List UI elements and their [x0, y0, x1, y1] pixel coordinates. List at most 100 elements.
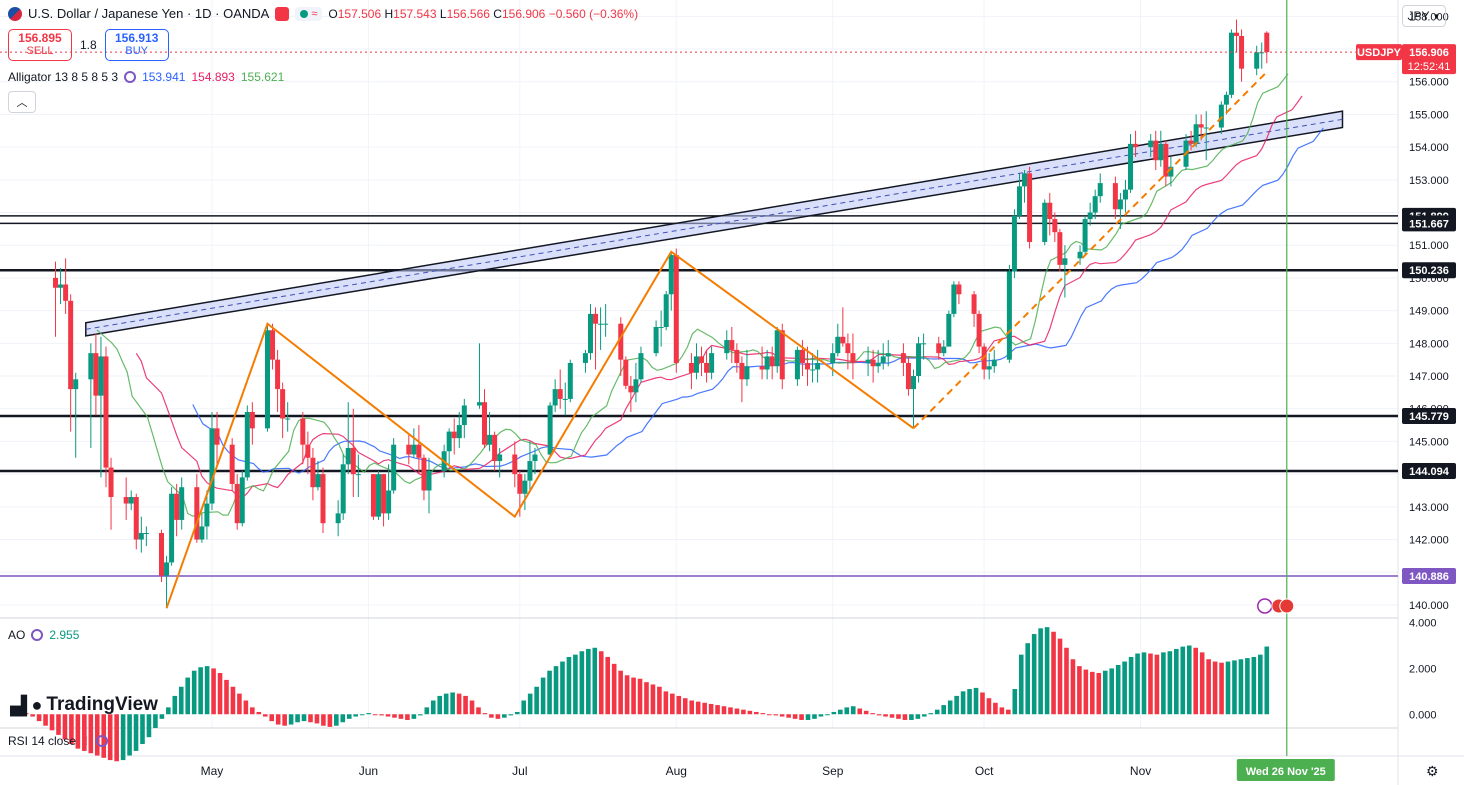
- ao-bar: [1199, 652, 1205, 715]
- ao-bar: [644, 682, 649, 715]
- candle-body: [875, 362, 881, 367]
- ao-bar: [825, 714, 830, 716]
- tradingview-logo[interactable]: ▄▌● TradingView: [10, 694, 158, 715]
- price-tick-label: 147.000: [1409, 371, 1449, 383]
- ao-tick-label: 0.000: [1409, 709, 1437, 721]
- ao-settings-icon[interactable]: [31, 629, 44, 641]
- candle-body: [658, 326, 664, 328]
- indicator-settings-icon[interactable]: [124, 71, 137, 83]
- candle-body: [335, 513, 341, 524]
- candle-body: [164, 562, 170, 576]
- candle-body: [759, 366, 765, 370]
- candle-body: [1006, 271, 1012, 360]
- candle-body: [174, 493, 180, 520]
- candle-body: [744, 366, 750, 380]
- candle-body: [1203, 127, 1209, 129]
- ao-bar: [1044, 627, 1050, 715]
- symbol-title[interactable]: U.S. Dollar / Japanese Yen · 1D · OANDA: [28, 6, 270, 21]
- candle-body: [921, 343, 927, 345]
- ao-bar: [456, 693, 462, 715]
- ao-bar: [166, 707, 171, 715]
- price-tick-label: 142.000: [1409, 535, 1449, 547]
- ao-bar: [1258, 654, 1263, 715]
- candle-body: [1259, 52, 1265, 54]
- collapse-legend-button[interactable]: ︿: [8, 91, 36, 113]
- ao-label: AO: [8, 628, 26, 642]
- dashed-trend-line: [912, 71, 1268, 430]
- price-badges: 151.899151.667150.236145.779144.094140.8…: [1356, 44, 1456, 584]
- candle-body: [1112, 183, 1118, 210]
- sell-button[interactable]: 156.895 SELL: [8, 29, 72, 61]
- candle-body: [845, 343, 851, 354]
- candle-body: [1233, 32, 1239, 36]
- candle-body: [159, 532, 165, 576]
- candle-body: [446, 431, 452, 452]
- alert-icon[interactable]: [275, 6, 290, 21]
- candle-body: [179, 487, 185, 520]
- candle-body: [709, 353, 715, 373]
- candle-body: [1087, 212, 1093, 220]
- candle-body: [991, 359, 997, 367]
- gear-icon[interactable]: ⚙: [1426, 763, 1439, 779]
- candle-body: [53, 277, 59, 288]
- ao-bar: [754, 711, 759, 715]
- ao-legend[interactable]: AO 2.955: [8, 628, 79, 642]
- candlesticks: [53, 19, 1270, 609]
- candle-body: [1062, 258, 1068, 265]
- ao-bar: [508, 714, 514, 716]
- ao-bar: [204, 666, 210, 715]
- ao-bar: [372, 714, 378, 716]
- ao-bar: [1102, 670, 1108, 715]
- candle-body: [451, 431, 457, 439]
- candle-body: [275, 359, 281, 390]
- candle-body: [214, 428, 220, 445]
- ao-bar: [947, 700, 953, 715]
- buy-button[interactable]: 156.913 BUY: [104, 29, 169, 61]
- candle-body: [587, 313, 593, 354]
- candle-body: [456, 425, 462, 439]
- candle-body: [1198, 124, 1204, 128]
- ao-bar: [56, 714, 61, 735]
- candle-body: [880, 356, 886, 363]
- ao-bar: [450, 692, 455, 715]
- candle-body: [133, 497, 139, 540]
- market-status-icon[interactable]: ≈: [295, 6, 323, 21]
- candle-body: [391, 444, 397, 491]
- candle-body: [1016, 186, 1022, 216]
- ao-bar: [941, 705, 947, 715]
- ao-bar: [1225, 661, 1231, 715]
- candle-body: [199, 526, 205, 540]
- currency-button[interactable]: JPY ▼: [1402, 5, 1446, 27]
- ao-bar: [262, 714, 268, 717]
- candle-body: [244, 412, 250, 478]
- ao-bar: [818, 714, 824, 717]
- rsi-legend[interactable]: RSI 14 close !: [8, 734, 109, 748]
- candle-body: [547, 405, 553, 455]
- candle-body: [234, 483, 240, 524]
- candle-body: [1218, 104, 1224, 128]
- candle-body: [143, 532, 149, 534]
- ao-bar: [805, 714, 811, 720]
- ao-bar: [1174, 648, 1179, 715]
- candle-body: [1042, 202, 1048, 242]
- ao-bar: [366, 713, 371, 715]
- ao-bar: [502, 714, 507, 718]
- rsi-warning-icon[interactable]: !: [84, 734, 89, 748]
- ao-bar: [495, 714, 501, 719]
- ao-bar: [1148, 653, 1153, 715]
- rsi-settings-icon[interactable]: [96, 735, 109, 747]
- ao-bar: [1141, 652, 1147, 715]
- last-price-badge: [1402, 44, 1456, 75]
- alligator-legend[interactable]: Alligator 13 8 5 8 5 3 153.941 154.893 1…: [8, 70, 284, 84]
- ao-bar: [153, 714, 158, 728]
- candle-body: [567, 362, 573, 399]
- candle-body: [598, 323, 604, 325]
- candle-body: [527, 461, 533, 481]
- candle-body: [123, 497, 129, 504]
- candle-body: [900, 353, 906, 363]
- candle-body: [305, 444, 311, 458]
- candle-body: [693, 356, 699, 373]
- ao-bar: [876, 714, 882, 716]
- ao-bar: [88, 714, 94, 754]
